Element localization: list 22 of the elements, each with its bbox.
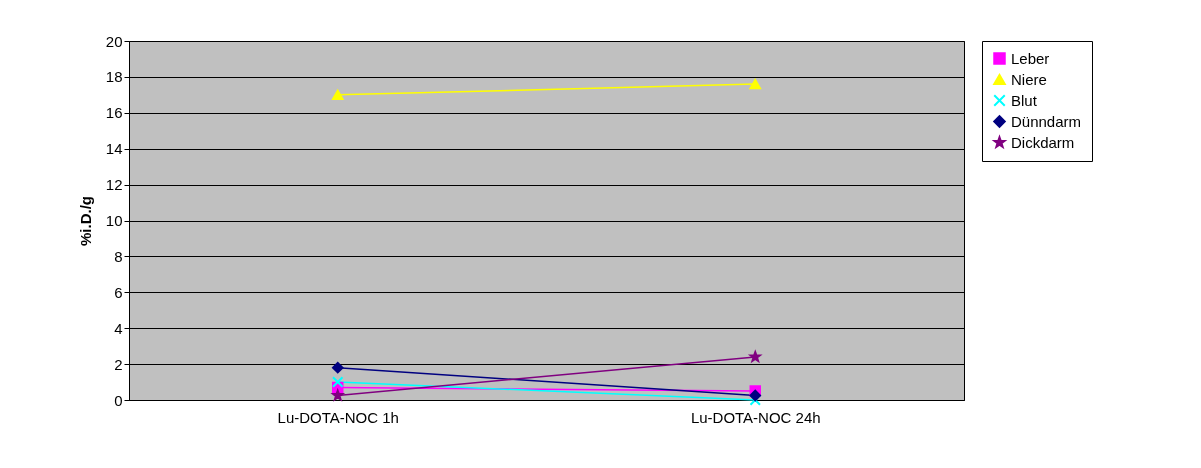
legend-label: Niere: [1011, 70, 1047, 88]
y-tick-label: 14: [105, 140, 123, 158]
y-tick-label: 16: [105, 104, 123, 122]
x-tick-label: Lu-DOTA-NOC 24h: [690, 408, 821, 426]
point: [332, 376, 344, 388]
y-tick-label: 12: [105, 176, 123, 194]
legend-label: Dickdarm: [1011, 133, 1075, 151]
y-tick-label: 0: [114, 391, 123, 409]
y-tick-label: 10: [105, 212, 123, 229]
y-tick-label: 4: [114, 319, 123, 337]
x-tick-label: Lu-DOTA-NOC 1h: [277, 408, 399, 426]
y-tick-label: 2: [114, 355, 123, 373]
point: [332, 361, 344, 374]
y-axis-title: %i.D./g: [76, 195, 94, 247]
legend-label: Dünndarm: [1011, 112, 1082, 130]
legend-label: Leber: [1011, 49, 1050, 67]
legend-label: Blut: [1011, 91, 1038, 109]
y-tick-label: 8: [114, 247, 123, 265]
y-tick-label: 18: [105, 68, 123, 86]
y-tick-label: 6: [114, 283, 123, 301]
y-tick-label: 20: [105, 32, 123, 50]
point: [749, 389, 761, 402]
